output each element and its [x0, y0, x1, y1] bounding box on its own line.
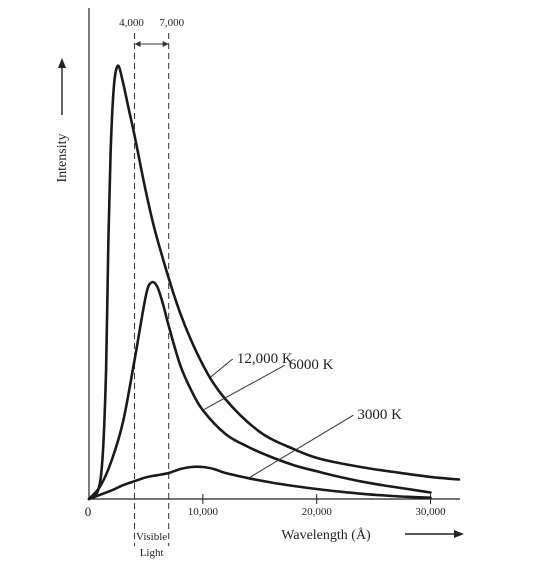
leader-line-3000-k [248, 414, 354, 479]
y-axis-arrowhead [58, 58, 66, 68]
x-axis-title-group: Wavelength (Å) [281, 527, 464, 543]
x-ticks: 10,000 20,000 30,000 [188, 494, 446, 518]
curve-label-12-000-k: 12,000 K [237, 351, 293, 367]
leader-line-12-000-k [210, 358, 234, 378]
visible-band-arrowhead-left [134, 41, 141, 47]
curve-12-000-k [87, 64, 461, 501]
x-tick-label: 30,000 [415, 506, 446, 518]
visible-label-line1: Visible [136, 531, 167, 543]
visible-start-label: 4,000 [119, 17, 144, 29]
curves [87, 64, 461, 501]
y-axis-title: Intensity [55, 134, 70, 183]
x-tick-label: 20,000 [302, 506, 333, 518]
visible-end-label: 7,000 [159, 17, 184, 29]
curve-6000-k [87, 280, 432, 501]
x-tick-label: 10,000 [188, 506, 219, 518]
curve-3000-k [87, 465, 432, 501]
y-axis-title-group: Intensity [55, 58, 70, 183]
visible-label-line2: Light [140, 547, 164, 559]
x-axis-arrowhead [454, 530, 464, 538]
visible-light-band: 4,000 7,000 Visible Light [119, 17, 184, 559]
origin-label: 0 [85, 504, 92, 519]
x-axis-title: Wavelength (Å) [281, 527, 371, 543]
leader-line-6000-k [202, 364, 286, 411]
curve-label-6000-k: 6000 K [289, 357, 334, 373]
visible-band-arrowhead-right [162, 41, 169, 47]
curve-label-3000-k: 3000 K [357, 407, 402, 423]
